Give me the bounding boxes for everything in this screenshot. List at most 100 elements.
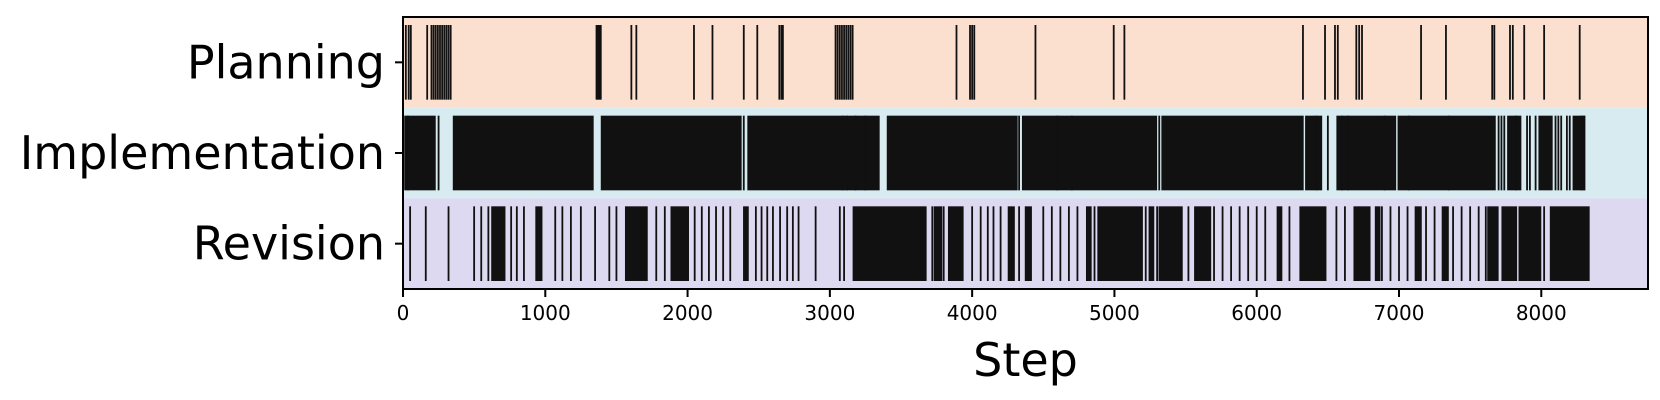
plot-frame bbox=[402, 16, 1649, 290]
event-mark-revision bbox=[1156, 206, 1159, 281]
event-mark-revision bbox=[579, 206, 582, 281]
event-range-revision bbox=[1299, 206, 1327, 281]
event-mark-revision bbox=[1247, 206, 1250, 281]
event-mark-planning bbox=[1361, 25, 1363, 100]
event-mark-implementation bbox=[841, 115, 844, 191]
event-marks bbox=[404, 25, 1590, 281]
event-range-implementation bbox=[405, 115, 436, 191]
event-mark-implementation bbox=[1503, 115, 1506, 191]
x-tick-label: 3000 bbox=[804, 301, 855, 325]
event-mark-revision bbox=[1144, 206, 1147, 281]
event-mark-revision bbox=[510, 206, 513, 281]
event-mark-planning bbox=[599, 25, 602, 100]
event-mark-planning bbox=[955, 25, 958, 100]
event-range-revision bbox=[1441, 206, 1449, 281]
event-range-implementation bbox=[747, 115, 880, 191]
event-mark-revision bbox=[760, 206, 763, 281]
event-mark-revision bbox=[1059, 206, 1062, 281]
event-range-revision bbox=[670, 206, 689, 281]
event-mark-revision bbox=[409, 206, 412, 281]
event-mark-revision bbox=[1050, 206, 1053, 281]
event-mark-revision bbox=[569, 206, 572, 281]
event-mark-planning bbox=[635, 25, 638, 100]
event-mark-planning bbox=[756, 25, 759, 100]
event-range-implementation bbox=[1538, 115, 1553, 191]
event-mark-implementation bbox=[1326, 115, 1329, 191]
event-mark-implementation bbox=[854, 115, 857, 191]
event-mark-implementation bbox=[1565, 115, 1568, 191]
event-mark-planning bbox=[847, 25, 850, 100]
event-mark-planning bbox=[843, 25, 845, 100]
y-label-planning: Planning bbox=[187, 35, 385, 89]
y-label-implementation: Implementation bbox=[20, 126, 385, 180]
event-mark-revision bbox=[1213, 206, 1215, 281]
event-mark-implementation bbox=[407, 115, 409, 191]
event-mark-revision bbox=[1543, 206, 1546, 281]
event-mark-revision bbox=[1469, 206, 1472, 281]
event-mark-planning bbox=[1543, 25, 1546, 100]
y-label-revision: Revision bbox=[193, 217, 385, 271]
event-mark-revision bbox=[1093, 206, 1096, 281]
event-mark-revision bbox=[700, 206, 703, 281]
event-range-implementation bbox=[1161, 115, 1304, 191]
event-mark-revision bbox=[1288, 206, 1291, 281]
event-mark-revision bbox=[615, 206, 618, 281]
event-range-revision bbox=[491, 206, 506, 281]
event-range-revision bbox=[1374, 206, 1381, 281]
event-mark-revision bbox=[1264, 206, 1267, 281]
event-mark-planning bbox=[598, 25, 601, 100]
x-tick-label: 4000 bbox=[947, 301, 998, 325]
event-mark-revision bbox=[480, 206, 483, 281]
event-mark-planning bbox=[841, 25, 843, 100]
event-mark-planning bbox=[595, 25, 598, 100]
event-range-implementation bbox=[886, 115, 1018, 191]
y-axis-category-labels: Planning Implementation Revision bbox=[20, 35, 385, 270]
event-mark-planning bbox=[971, 25, 974, 100]
event-mark-revision bbox=[1076, 206, 1079, 281]
event-mark-revision bbox=[1255, 206, 1258, 281]
event-mark-revision bbox=[1018, 206, 1020, 281]
event-mark-implementation bbox=[1554, 115, 1557, 191]
event-range-revision bbox=[947, 206, 964, 281]
event-range-implementation bbox=[600, 115, 742, 191]
event-range-revision bbox=[1549, 206, 1590, 281]
event-mark-revision bbox=[594, 206, 596, 281]
event-mark-implementation bbox=[1341, 115, 1343, 191]
event-mark-revision bbox=[1389, 206, 1392, 281]
event-mark-planning bbox=[1358, 25, 1361, 100]
x-tick-label: 7000 bbox=[1374, 301, 1425, 325]
event-mark-revision bbox=[1477, 206, 1480, 281]
event-mark-planning bbox=[1324, 25, 1326, 100]
event-mark-implementation bbox=[1568, 115, 1571, 191]
event-mark-planning bbox=[778, 25, 781, 100]
event-range-implementation bbox=[1507, 115, 1522, 191]
event-mark-revision bbox=[1344, 206, 1346, 281]
event-mark-planning bbox=[849, 25, 852, 100]
event-mark-planning bbox=[447, 25, 450, 100]
event-mark-planning bbox=[432, 25, 435, 100]
event-mark-implementation bbox=[404, 115, 407, 191]
event-mark-planning bbox=[404, 25, 407, 100]
event-mark-revision bbox=[766, 206, 769, 281]
band-planning bbox=[403, 17, 1648, 108]
event-range-revision bbox=[1007, 206, 1015, 281]
event-mark-implementation bbox=[864, 115, 867, 191]
event-mark-implementation bbox=[1056, 115, 1059, 191]
event-range-implementation bbox=[452, 115, 594, 191]
event-mark-implementation bbox=[1383, 115, 1386, 191]
event-mark-revision bbox=[729, 206, 732, 281]
event-mark-implementation bbox=[1557, 115, 1560, 191]
event-mark-planning bbox=[1578, 25, 1581, 100]
event-mark-planning bbox=[711, 25, 714, 100]
event-mark-planning bbox=[782, 25, 784, 100]
event-mark-revision bbox=[515, 206, 518, 281]
event-range-revision bbox=[1148, 206, 1155, 281]
event-mark-implementation bbox=[1447, 115, 1450, 191]
event-mark-planning bbox=[443, 25, 446, 100]
event-mark-revision bbox=[608, 206, 611, 281]
event-mark-planning bbox=[838, 25, 841, 100]
event-mark-revision bbox=[561, 206, 564, 281]
event-mark-planning bbox=[834, 25, 837, 100]
y-axis-ticks bbox=[395, 61, 403, 245]
